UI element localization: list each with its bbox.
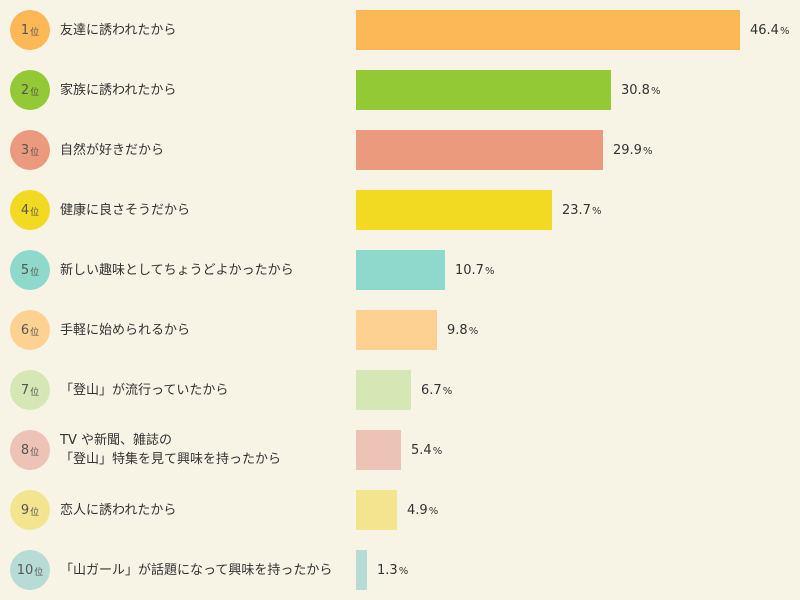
bar — [356, 130, 603, 170]
value-number: 9.8 — [447, 322, 468, 338]
value-label: 1.3% — [377, 540, 408, 600]
value-label: 6.7% — [421, 360, 452, 420]
category-label: TV や新聞、雑誌の 「登山」特集を見て興味を持ったから — [60, 433, 282, 467]
value-label: 46.4% — [750, 0, 789, 60]
rank-number: 2 — [20, 82, 30, 98]
value-label: 29.9% — [613, 120, 652, 180]
bar — [356, 10, 740, 50]
category-label: 自然が好きだから — [60, 142, 165, 158]
value-number: 10.7 — [455, 262, 484, 278]
bar — [356, 250, 445, 290]
percent-unit: % — [650, 85, 661, 97]
bar — [356, 430, 401, 470]
percent-unit: % — [484, 265, 495, 277]
percent-unit: % — [779, 25, 790, 37]
rank-number: 10 — [16, 562, 34, 578]
percent-unit: % — [442, 385, 453, 397]
bar — [356, 370, 411, 410]
category-label: 家族に誘われたから — [60, 82, 177, 98]
value-label: 4.9% — [407, 480, 438, 540]
value-number: 1.3 — [377, 562, 398, 578]
value-label: 5.4% — [411, 420, 442, 480]
rank-suffix: 位 — [30, 147, 40, 158]
bar — [356, 490, 397, 530]
percent-unit: % — [591, 205, 602, 217]
category-label: 恋人に誘われたから — [60, 502, 177, 518]
rank-number: 6 — [20, 322, 30, 338]
bar — [356, 310, 437, 350]
chart-row: 3 位自然が好きだから 29.9% — [0, 120, 800, 180]
rank-number: 4 — [20, 202, 30, 218]
rank-suffix: 位 — [30, 267, 40, 278]
category-label: 健康に良さそうだから — [60, 202, 191, 218]
bar — [356, 190, 552, 230]
category-label: 「山ガール」が話題になって興味を持ったから — [60, 562, 333, 578]
chart-row: 8 位 TV や新聞、雑誌の 「登山」特集を見て興味を持ったから 5.4% — [0, 420, 800, 480]
value-label: 9.8% — [447, 300, 478, 360]
chart-row: 10 位「山ガール」が話題になって興味を持ったから 1.3% — [0, 540, 800, 600]
value-number: 4.9 — [407, 502, 428, 518]
rank-badge: 10 位 — [10, 550, 50, 590]
rank-number: 9 — [20, 502, 30, 518]
value-number: 29.9 — [613, 142, 642, 158]
chart-row: 7 位「登山」が流行っていたから 6.7% — [0, 360, 800, 420]
value-number: 46.4 — [750, 22, 779, 38]
category-label: 友達に誘われたから — [60, 22, 177, 38]
chart-row: 2 位家族に誘われたから 30.8% — [0, 60, 800, 120]
chart-row: 5 位新しい趣味としてちょうどよかったから 10.7% — [0, 240, 800, 300]
value-number: 5.4 — [411, 442, 432, 458]
rank-suffix: 位 — [30, 507, 40, 518]
chart-row: 6 位手軽に始められるから 9.8% — [0, 300, 800, 360]
rank-suffix: 位 — [30, 207, 40, 218]
rank-suffix: 位 — [30, 447, 40, 458]
percent-unit: % — [432, 445, 443, 457]
rank-suffix: 位 — [30, 87, 40, 98]
rank-suffix: 位 — [30, 387, 40, 398]
chart-row: 4 位健康に良さそうだから 23.7% — [0, 180, 800, 240]
chart-row: 9 位恋人に誘われたから 4.9% — [0, 480, 800, 540]
rank-number: 3 — [20, 142, 30, 158]
value-label: 23.7% — [562, 180, 601, 240]
bar — [356, 550, 367, 590]
rank-suffix: 位 — [30, 27, 40, 38]
value-number: 23.7 — [562, 202, 591, 218]
percent-unit: % — [398, 565, 409, 577]
value-label: 10.7% — [455, 240, 494, 300]
category-label: 「登山」が流行っていたから — [60, 382, 229, 398]
value-label: 30.8% — [621, 60, 660, 120]
category-label: 新しい趣味としてちょうどよかったから — [60, 262, 294, 278]
category-label: 手軽に始められるから — [60, 322, 191, 338]
rank-suffix: 位 — [34, 567, 44, 578]
value-number: 6.7 — [421, 382, 442, 398]
percent-unit: % — [428, 505, 439, 517]
rank-number: 8 — [20, 442, 30, 458]
rank-suffix: 位 — [30, 327, 40, 338]
chart-row: 1 位友達に誘われたから 46.4% — [0, 0, 800, 60]
rank-number: 7 — [20, 382, 30, 398]
percent-unit: % — [642, 145, 653, 157]
rank-number: 1 — [20, 22, 30, 38]
bar — [356, 70, 611, 110]
value-number: 30.8 — [621, 82, 650, 98]
percent-unit: % — [468, 325, 479, 337]
rank-number: 5 — [20, 262, 30, 278]
